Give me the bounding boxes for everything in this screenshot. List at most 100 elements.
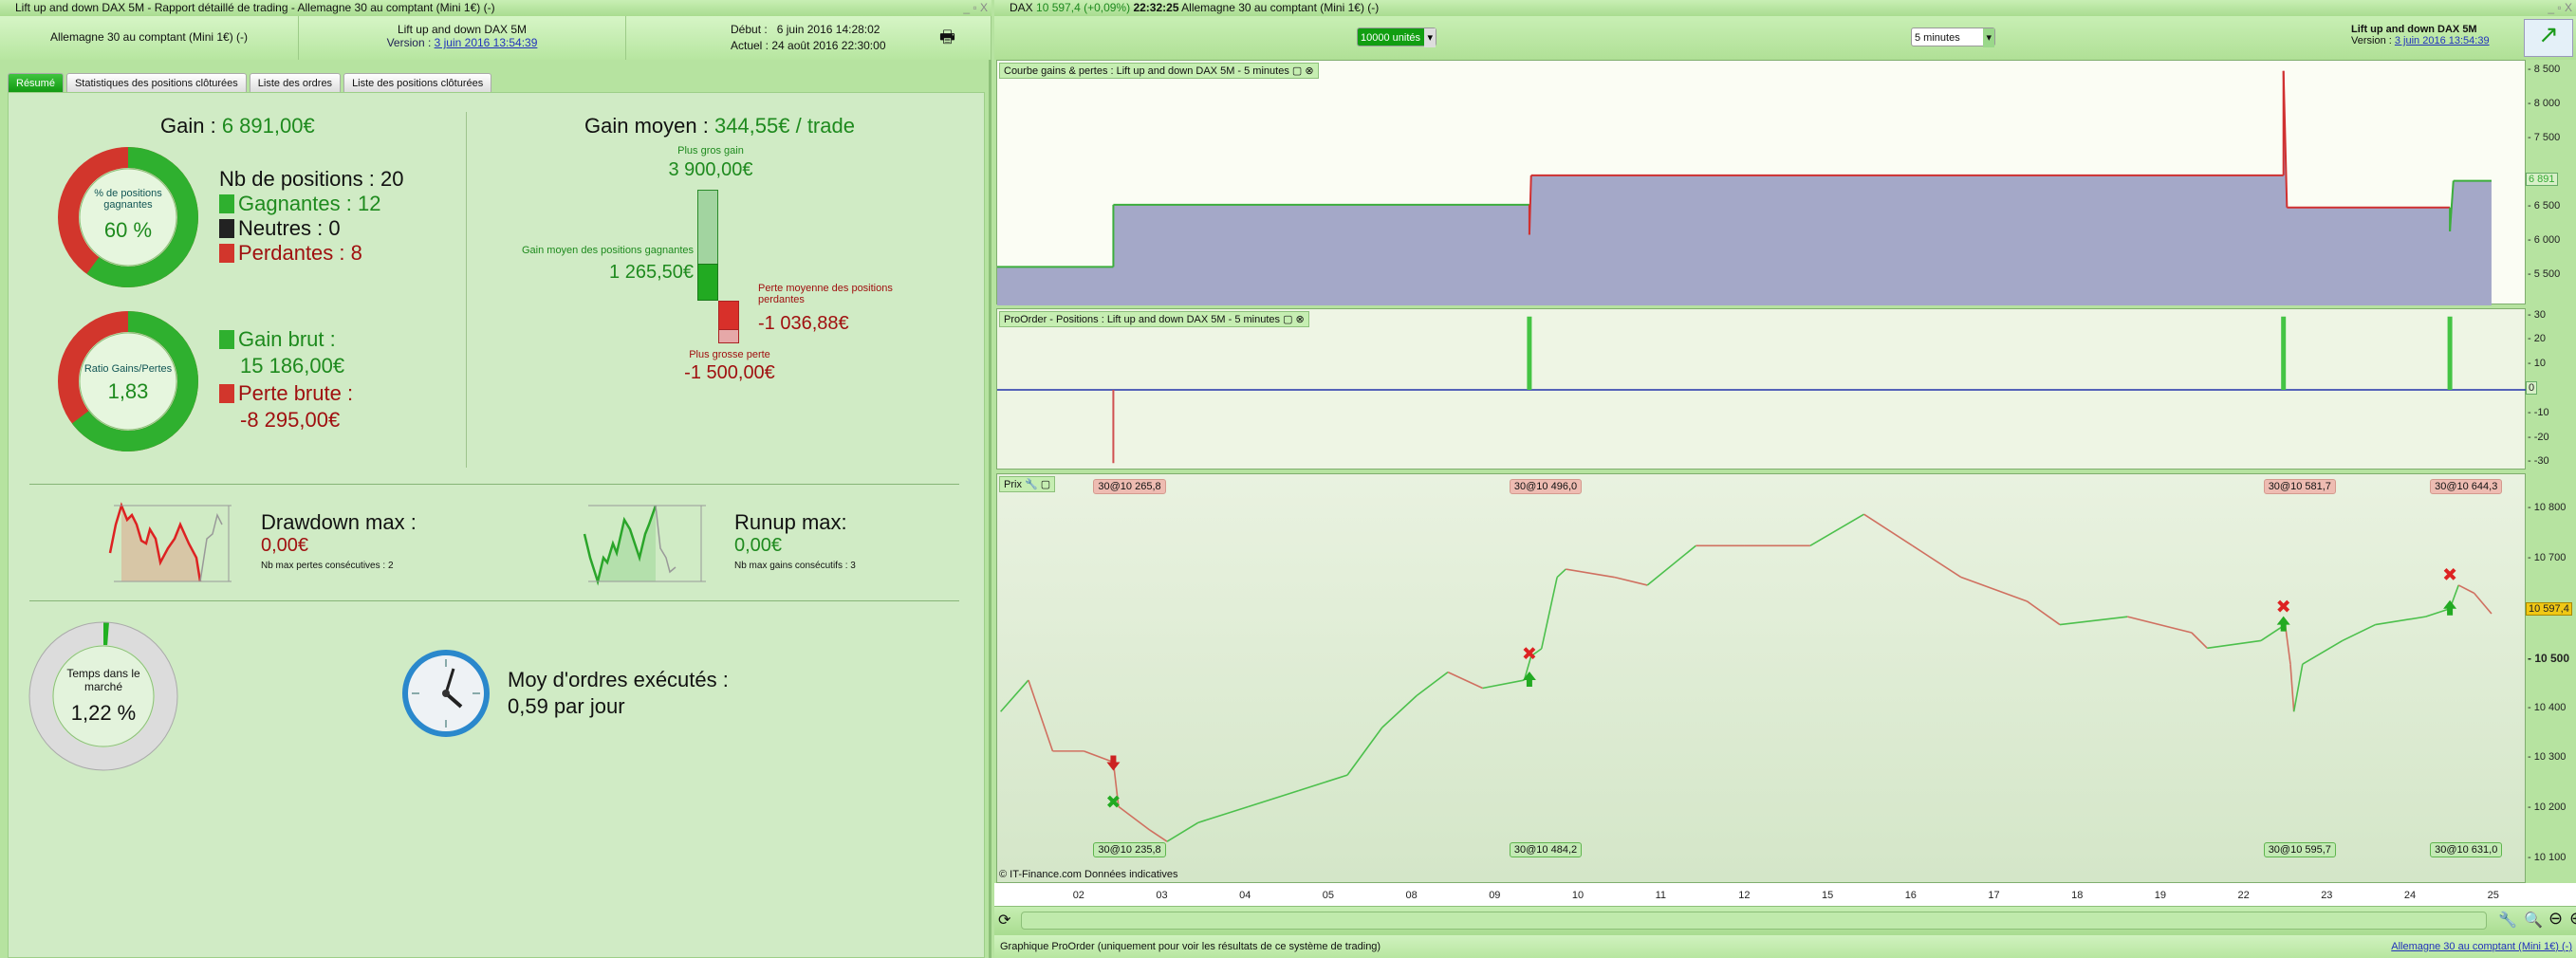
winners-ring	[58, 147, 198, 287]
y-tick-label: - 10 300	[2528, 751, 2567, 764]
report-window-title: Lift up and down DAX 5M - Rapport détail…	[15, 1, 495, 14]
price-chart	[1000, 513, 2493, 842]
price-segment	[1960, 576, 2028, 602]
sell-arrow-icon	[1106, 755, 1121, 771]
black-square-icon	[219, 219, 234, 238]
window-controls[interactable]: _ ▫ X	[963, 1, 988, 14]
gain-value: 6 891,00€	[221, 114, 315, 138]
window-controls[interactable]: _ ▫ X	[2548, 1, 2572, 14]
losers-count: Perdantes : 8	[238, 241, 362, 265]
positions-chart	[997, 316, 2527, 464]
zoom-out-icon[interactable]: ⊖	[2548, 909, 2564, 928]
y-tick-label: - 7 500	[2528, 131, 2561, 143]
summary-panel: Gain : 6 891,00€ % de positions gagnante…	[8, 92, 985, 958]
price-segment	[2191, 632, 2208, 649]
price-segment	[2292, 664, 2304, 712]
y-tick-label: - 10	[2528, 358, 2546, 370]
drawdown-label: Drawdown max :	[261, 510, 417, 534]
trade-entry-label: 30@10 496,0	[1509, 479, 1583, 494]
x-tick-label: 04	[1239, 890, 1251, 901]
y-tick-label: - 10 800	[2528, 501, 2567, 513]
equity-line-segment	[2449, 180, 2455, 231]
equity-panel: Courbe gains & pertes : Lift up and down…	[996, 60, 2526, 305]
positions-count: Nb de positions : 20	[219, 167, 404, 191]
chart-title-bar: DAX 10 597,4 (+0,09%) 22:32:25 Allemagne…	[994, 0, 2576, 16]
start-label: Début :	[731, 23, 768, 36]
price-segment	[1197, 805, 1250, 823]
clock-icon	[402, 650, 490, 737]
tab-closed-positions-stats[interactable]: Statistiques des positions clôturées	[65, 73, 247, 92]
y-tick-label: - 6 000	[2528, 233, 2561, 246]
price-segment	[1614, 576, 1648, 586]
trade-exit-label: 30@10 595,7	[2263, 842, 2336, 857]
auto-zoom-icon[interactable]: 🔍	[2524, 912, 2543, 929]
price-segment	[1540, 577, 1558, 650]
price-segment	[2342, 623, 2376, 642]
price-segment	[1028, 679, 1054, 752]
avg-gain-heading: Gain moyen : 344,55€ / trade	[584, 114, 855, 138]
instrument-name: Allemagne 30 au comptant (Mini 1€) (-)	[49, 30, 249, 44]
exit-cross-icon	[2277, 599, 2290, 613]
copyright: © IT-Finance.com Données indicatives	[999, 869, 1178, 880]
y-tick-label: - 8 000	[2528, 97, 2561, 109]
x-tick-label: 25	[2487, 890, 2499, 901]
printer-icon[interactable]: 🖶	[939, 28, 955, 46]
tab-resume[interactable]: Résumé	[8, 73, 64, 92]
exit-cross-icon	[1523, 647, 1536, 660]
strategy-name: Lift up and down DAX 5M	[2351, 24, 2477, 35]
version-label: Version :	[386, 36, 435, 49]
units-dropdown[interactable]: 10000 unités ▾	[1357, 28, 1436, 47]
buy-arrow-icon	[2443, 599, 2457, 616]
price-segment	[2375, 616, 2426, 626]
strategy-cell: Lift up and down DAX 5M Version : 3 juin…	[299, 16, 626, 60]
report-title-bar: Lift up and down DAX 5M - Rapport détail…	[0, 0, 991, 16]
price-segment	[2026, 600, 2061, 626]
win-rate-label: % de positions gagnantes	[94, 188, 162, 211]
x-tick-label: 12	[1738, 890, 1751, 901]
price-segment	[1566, 568, 1615, 579]
y-tick-label: - 10 700	[2528, 551, 2567, 563]
y-tick-label: - -30	[2528, 455, 2549, 468]
tab-closed-positions-list[interactable]: Liste des positions clôturées	[343, 73, 492, 92]
price-segment	[2425, 607, 2451, 617]
x-tick-label: 23	[2321, 890, 2333, 901]
equity-line-segment	[1528, 175, 1532, 235]
market-time-value: 1,22 %	[70, 701, 137, 725]
x-tick-label: 22	[2237, 890, 2250, 901]
chart-toolbar	[994, 16, 2576, 60]
equity-panel-title: Courbe gains & pertes : Lift up and down…	[999, 63, 1319, 79]
timeframe-dropdown[interactable]: 5 minutes ▾	[1911, 28, 1995, 47]
settings-wrench-icon[interactable]: 🔧	[2498, 912, 2517, 929]
horizontal-scrollbar[interactable]	[1021, 912, 2487, 930]
price-segment	[1447, 671, 1483, 690]
price-panel-title: Prix 🔧 ▢	[999, 476, 1056, 492]
zoom-in-icon[interactable]: ⊕	[2569, 909, 2576, 929]
neutral-count: Neutres : 0	[238, 216, 341, 240]
version-link[interactable]: 3 juin 2016 13:54:39	[2394, 35, 2490, 46]
x-tick-label: 10	[1571, 890, 1585, 901]
tab-orders-list[interactable]: Liste des ordres	[249, 73, 342, 92]
price-segment	[1556, 568, 1566, 579]
price-segment	[1248, 789, 1300, 808]
status-text: Graphique ProOrder (uniquement pour voir…	[1000, 941, 1381, 952]
buy-arrow-icon	[1522, 672, 1536, 688]
trade-exit-label: 30@10 235,8	[1093, 842, 1166, 857]
donut-center	[79, 332, 177, 431]
vertical-divider	[466, 112, 467, 468]
price-panel: Prix 🔧 ▢ © IT-Finance.com Données indica…	[996, 473, 2526, 883]
price-segment	[1863, 513, 1914, 547]
equity-last-value: 6 891	[2526, 172, 2558, 186]
refresh-icon[interactable]: ⟳	[998, 912, 1011, 929]
y-tick-label: - 10 500	[2528, 651, 2570, 665]
runup-value: 0,00€	[734, 535, 783, 556]
dates-cell: Début : 6 juin 2016 14:28:02 Actuel : 24…	[626, 16, 991, 60]
exit-cross-icon	[1107, 795, 1120, 808]
version-link[interactable]: 3 juin 2016 13:54:39	[434, 36, 538, 49]
instrument-link[interactable]: Allemagne 30 au comptant (Mini 1€) (-)	[2391, 941, 2572, 952]
y-tick-label: - 30	[2528, 308, 2546, 321]
strategy-chart-icon[interactable]: ↗	[2524, 19, 2573, 57]
ratio-value: 1,83	[107, 379, 149, 403]
orders-value: 0,59 par jour	[508, 694, 625, 718]
positions-last-value: 0	[2526, 381, 2538, 395]
price-segment	[2474, 592, 2493, 615]
